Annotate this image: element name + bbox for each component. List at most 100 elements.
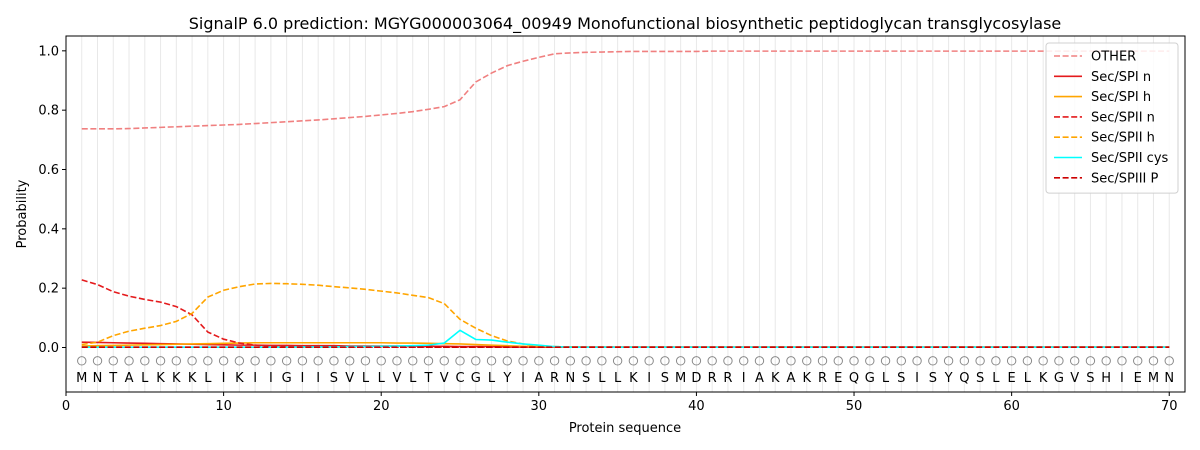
sequence-letter: M xyxy=(76,371,87,386)
x-axis-label: Protein sequence xyxy=(569,421,681,436)
sequence-letter: K xyxy=(172,371,181,386)
sequence-letter: K xyxy=(156,371,165,386)
sequence-letter: E xyxy=(1134,371,1142,386)
sequence-letter: E xyxy=(834,371,842,386)
residue-marker-circle xyxy=(549,356,560,366)
sequence-letter: Y xyxy=(944,371,953,386)
sequence-letter: M xyxy=(675,371,686,386)
y-tick-label: 1.0 xyxy=(38,44,59,59)
sequence-letter: K xyxy=(188,371,197,386)
residue-marker-circle xyxy=(565,356,576,366)
residue-marker-circle xyxy=(644,356,654,366)
residue-marker-circle xyxy=(423,356,434,366)
residue-marker-circle xyxy=(518,356,528,366)
residue-marker-circle xyxy=(975,356,985,366)
sequence-letter: S xyxy=(330,371,338,386)
x-tick-label: 40 xyxy=(688,399,705,414)
residue-marker-circle xyxy=(297,356,308,366)
sequence-letter: D xyxy=(691,371,701,386)
residue-marker-circle xyxy=(77,356,87,366)
sequence-letter: I xyxy=(316,371,320,386)
residue-marker-circle xyxy=(376,356,386,366)
sequence-letter: K xyxy=(1039,371,1048,386)
residue-marker-circle xyxy=(786,356,796,366)
sequence-letter: I xyxy=(647,371,651,386)
sequence-letter: K xyxy=(235,371,244,386)
series-lines xyxy=(81,50,1170,349)
residue-marker-circle xyxy=(313,356,323,366)
sequence-letter: V xyxy=(440,371,449,386)
sequence-letter: S xyxy=(976,371,984,386)
residue-marker-circle xyxy=(1148,356,1159,366)
sequence-letter: V xyxy=(1070,371,1079,386)
sequence-letter: I xyxy=(521,371,525,386)
x-tick-label: 60 xyxy=(1003,399,1020,414)
sequence-letter: A xyxy=(755,371,764,386)
sequence-letter: Q xyxy=(849,371,859,386)
residue-marker-circle xyxy=(439,356,449,366)
sequence-letter: S xyxy=(929,371,937,386)
sequence-letter: S xyxy=(661,371,669,386)
sequence-letter: R xyxy=(708,371,717,386)
residue-marker-circle xyxy=(534,356,544,366)
residue-marker-circle xyxy=(1022,356,1033,366)
sequence-letter: A xyxy=(125,371,134,386)
residue-marker-circle xyxy=(660,356,670,366)
sequence-letter: L xyxy=(488,371,496,386)
residue-marker-circle xyxy=(234,356,245,366)
sequence-letter: S xyxy=(582,371,590,386)
residue-marker-circle xyxy=(597,356,607,366)
residue-marker-circle xyxy=(896,356,907,366)
sequence-letter: L xyxy=(882,371,890,386)
residue-marker-circle xyxy=(486,356,497,366)
residue-marker-circle xyxy=(360,356,371,366)
chart-title: SignalP 6.0 prediction: MGYG000003064_00… xyxy=(189,14,1062,34)
sequence-letter: L xyxy=(141,371,149,386)
x-tick-label: 70 xyxy=(1161,399,1178,414)
sequence-letter: A xyxy=(787,371,796,386)
sequence-letter: T xyxy=(424,371,433,386)
residue-marker-circle xyxy=(344,356,355,366)
residue-marker-circle xyxy=(943,356,954,366)
residue-marker-circle xyxy=(612,356,623,366)
residue-marker-circle xyxy=(92,356,103,366)
sequence-letter: L xyxy=(362,371,370,386)
sequence-letter: G xyxy=(282,371,292,386)
residue-marker-circle xyxy=(1038,356,1048,366)
legend-label: Sec/SPIII P xyxy=(1091,171,1159,186)
legend-label: Sec/SPII n xyxy=(1091,110,1155,125)
y-tick-label: 0.0 xyxy=(38,341,59,356)
y-tick-label: 0.2 xyxy=(38,282,59,297)
residue-marker-circle xyxy=(1069,356,1080,366)
residue-marker-circle xyxy=(187,356,197,366)
residue-marker-circle xyxy=(281,356,292,366)
y-tick-label: 0.8 xyxy=(38,104,59,119)
sequence-letter: Y xyxy=(502,371,511,386)
residue-marker-circle xyxy=(392,356,402,366)
sequence-letter: N xyxy=(93,371,103,386)
sequence-letter: L xyxy=(204,371,212,386)
sequence-letter: I xyxy=(253,371,257,386)
residue-marker-circle xyxy=(108,356,118,366)
sequence-letter: M xyxy=(1148,371,1159,386)
residue-marker-circle xyxy=(218,356,229,366)
legend-label: Sec/SPII cys xyxy=(1091,151,1169,166)
x-tick-label: 30 xyxy=(531,399,548,414)
sequence-letter: V xyxy=(393,371,402,386)
residue-marker-circle xyxy=(865,356,875,366)
sequence-letter: R xyxy=(723,371,732,386)
residue-marker-circle xyxy=(471,356,481,366)
x-axis-ticks: 0 10 20 30 40 50 60 70 xyxy=(62,392,1178,414)
residue-markers xyxy=(77,356,1174,366)
sequence-letter: E xyxy=(1008,371,1016,386)
residue-marker-circle xyxy=(754,356,765,366)
residue-marker-circle xyxy=(739,356,749,366)
sequence-letter: K xyxy=(771,371,780,386)
sequence-letter: G xyxy=(1054,371,1064,386)
sequence-letter: N xyxy=(565,371,575,386)
residue-marker-circle xyxy=(912,356,922,366)
residue-marker-circle xyxy=(675,356,686,366)
sequence-letter: A xyxy=(534,371,543,386)
